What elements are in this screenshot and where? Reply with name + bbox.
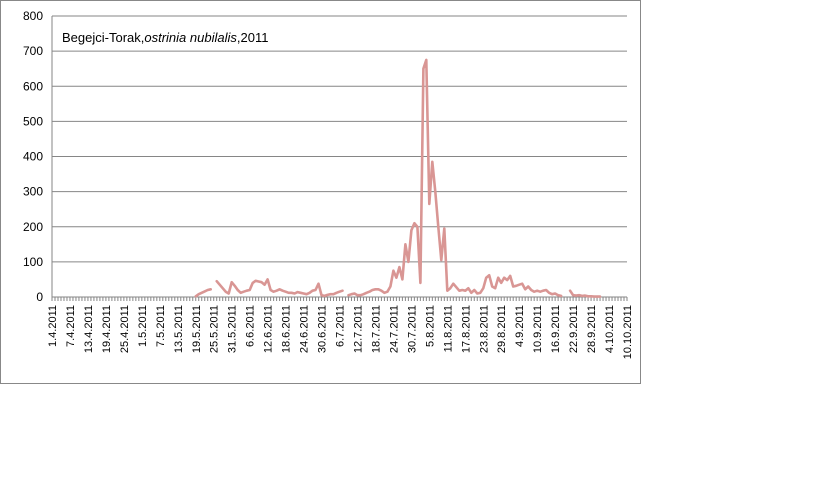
series-line-segment	[568, 289, 602, 298]
chart-title: Begejci-Torak,ostrinia nubilalis,2011	[62, 30, 268, 45]
x-tick-label: 13.4.2011	[83, 305, 95, 353]
x-tick-label: 17.8.2011	[460, 305, 472, 353]
y-tick-label: 600	[23, 79, 43, 93]
x-tick-label: 18.6.2011	[281, 305, 293, 353]
x-tick-label: 1.4.2011	[47, 305, 59, 347]
x-tick-label: 24.6.2011	[299, 305, 311, 353]
gridlines	[52, 15, 627, 263]
x-tick-label: 4.10.2011	[604, 305, 616, 353]
x-tick-label: 30.6.2011	[317, 305, 329, 353]
x-tick-label: 30.7.2011	[406, 305, 418, 353]
x-tick-label: 1.5.2011	[137, 305, 149, 347]
chart-title-site: Begejci-Torak,	[62, 30, 144, 45]
series-lines	[194, 58, 602, 298]
x-tick-label: 13.5.2011	[173, 305, 185, 353]
x-tick-label: 28.9.2011	[586, 305, 598, 353]
x-tick-label: 7.4.2011	[65, 305, 77, 347]
x-tick-label: 25.5.2011	[209, 305, 221, 353]
y-tick-label: 800	[23, 9, 43, 23]
x-tick-label: 6.6.2011	[245, 305, 257, 347]
series-line-segment	[215, 278, 344, 298]
x-tick-label: 16.9.2011	[550, 305, 562, 353]
x-tick-label: 12.6.2011	[263, 305, 275, 353]
x-tick-label: 25.4.2011	[119, 305, 131, 353]
y-tick-label: 100	[23, 255, 43, 269]
x-tick-label: 10.9.2011	[532, 305, 544, 353]
y-tick-label: 400	[23, 150, 43, 164]
x-tick-label: 18.7.2011	[370, 305, 382, 353]
x-tick-label: 24.7.2011	[388, 305, 400, 353]
y-tick-label: 700	[23, 44, 43, 58]
x-tick-label: 6.7.2011	[335, 305, 347, 347]
y-tick-label: 0	[36, 290, 43, 304]
chart-title-species: ostrinia nubilalis	[144, 30, 237, 45]
x-tick-label: 22.9.2011	[568, 305, 580, 353]
x-tick-label: 7.5.2011	[155, 305, 167, 347]
x-tick-label: 12.7.2011	[352, 305, 364, 353]
x-axis: 1.4.2011 7.4.2011 13.4.2011 19.4.2011 25.4.2…	[47, 296, 634, 359]
x-tick-label: 19.5.2011	[191, 305, 203, 353]
x-tick-label: 4.9.2011	[514, 305, 526, 347]
x-tick-label: 19.4.2011	[101, 305, 113, 353]
x-tick-label: 10.10.2011	[622, 305, 634, 359]
y-tick-label: 200	[23, 220, 43, 234]
x-tick-label: 23.8.2011	[478, 305, 490, 353]
x-tick-label: 31.5.2011	[227, 305, 239, 353]
y-tick-label: 500	[23, 114, 43, 128]
chart-title-year: ,2011	[237, 30, 269, 45]
series-line-segment	[347, 58, 563, 298]
y-axis: 0 100 200 300 400 500 600 700 800	[23, 9, 53, 304]
x-tick-label: 11.8.2011	[442, 305, 454, 352]
line-chart: 0 100 200 300 400 500 600 700 800 1.4.2011 7.4.20…	[23, 9, 634, 359]
x-tick-label: 29.8.2011	[496, 305, 508, 353]
y-tick-label: 300	[23, 185, 43, 199]
series-line-segment	[194, 287, 212, 298]
x-tick-label: 5.8.2011	[424, 305, 436, 347]
